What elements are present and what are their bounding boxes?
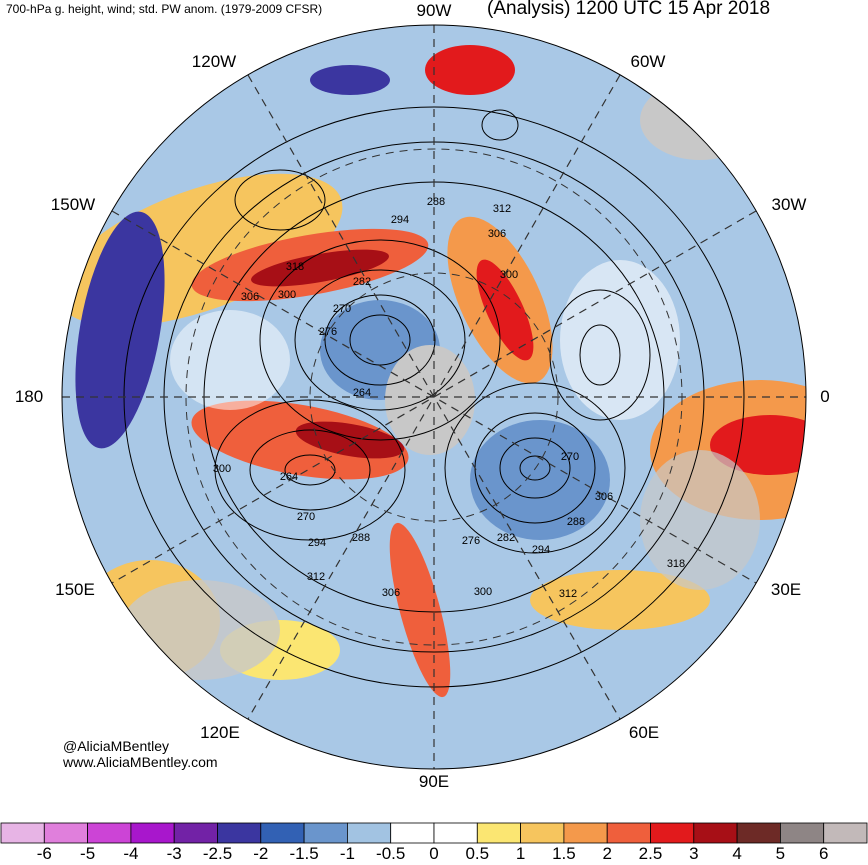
colorbar-tick-label: -3: [166, 844, 182, 863]
contour-label: 312: [307, 571, 325, 583]
colorbar-tick-label: 1.5: [552, 844, 576, 863]
contour-label: 282: [353, 276, 371, 288]
lon-label-0: 0: [820, 387, 830, 406]
credit-handle: @AliciaMBentley: [63, 738, 170, 754]
contour-label: 270: [561, 451, 579, 463]
contour-label: 276: [319, 326, 337, 338]
contour-label: 306: [595, 491, 613, 503]
lon-label-180: 180: [14, 387, 44, 406]
colorbar-swatch: [346, 822, 392, 844]
contour-label: 270: [333, 303, 351, 315]
colorbar-swatch: [390, 822, 435, 844]
contour-label: 276: [462, 535, 480, 547]
colorbar-swatch: [173, 822, 218, 844]
analysis-time: (Analysis) 1200 UTC 15 Apr 2018: [487, 0, 771, 19]
lon-label-120w: 120W: [191, 52, 237, 71]
colorbar-swatch: [303, 822, 348, 844]
colorbar-tick-label: 5: [775, 844, 786, 863]
contour-label: 288: [352, 532, 370, 544]
contour-label: 294: [532, 544, 550, 556]
colorbar-swatch: [87, 822, 132, 844]
colorbar-tick-label: -1.5: [289, 844, 319, 863]
colorbar-swatch: [520, 822, 565, 844]
lon-label-150e: 150E: [55, 580, 95, 599]
contour-label: 300: [278, 289, 296, 301]
contour-label: 306: [488, 228, 506, 240]
colorbar-swatch: [563, 822, 608, 844]
contour-label: 264: [353, 387, 371, 399]
map-boundary: [61, 24, 807, 770]
contour-label: 306: [382, 587, 400, 599]
colorbar-tick-label: -1: [339, 844, 355, 863]
contour-label: 294: [391, 214, 409, 226]
contour-label: 306: [241, 291, 259, 303]
colorbar-tick-label: 4: [732, 844, 742, 863]
lon-label-120e: 120E: [200, 723, 240, 742]
pw-anomaly-field: [62, 25, 806, 769]
contour-label: 288: [567, 516, 585, 528]
contour-label: 312: [493, 203, 511, 215]
colorbar-tick-label: -0.5: [376, 844, 406, 863]
lon-label-60w: 60W: [630, 52, 666, 71]
colorbar-tick-label: 2: [602, 844, 612, 863]
colorbar-swatch: [217, 822, 262, 844]
contour-label: 288: [427, 196, 445, 208]
colorbar-tick-label: 3: [689, 844, 699, 863]
colorbar-tick-label: 0.5: [465, 844, 490, 863]
meridians: [62, 25, 806, 769]
contour-label: 300: [500, 269, 518, 281]
contour-label: 318: [667, 558, 685, 570]
colorbar-swatch: [780, 822, 825, 844]
colorbar-swatch: [0, 822, 45, 844]
colorbar-tick-label: 1: [515, 844, 526, 863]
contour-label: 282: [497, 532, 515, 544]
colorbar-tick-label: -2.5: [202, 844, 233, 863]
colorbar-swatch: [650, 822, 695, 844]
colorbar-tick-label: -2: [253, 844, 269, 863]
contour-label: 264: [280, 471, 298, 483]
colorbar-tick-label: -4: [123, 844, 139, 863]
colorbar-swatch: [43, 822, 88, 844]
colorbar-swatch: [823, 822, 868, 844]
colorbar-tick-label: -5: [80, 844, 96, 863]
colorbar-swatch: [260, 822, 305, 844]
contour-labels: 288 294 312 306 300 318 306 300 270 276 …: [213, 196, 685, 600]
credit-url: www.AliciaMBentley.com: [63, 754, 218, 770]
map-title: 700-hPa g. height, wind; std. PW anom. (…: [6, 2, 323, 16]
lon-label-150w: 150W: [50, 195, 96, 214]
colorbar: [0, 822, 868, 844]
colorbar-swatch: [606, 822, 651, 844]
lon-label-90e: 90E: [418, 772, 450, 791]
lon-label-30e: 30E: [770, 580, 802, 599]
colorbar-tick-label: 2.5: [638, 844, 663, 863]
contour-label: 300: [474, 586, 492, 598]
colorbar-tick-label: 6: [818, 844, 829, 863]
colorbar-swatch: [130, 822, 175, 844]
colorbar-swatch: [476, 822, 521, 844]
colorbar-tick-label: 0: [429, 844, 439, 863]
contour-label: 294: [308, 537, 326, 549]
colorbar-swatch: [433, 822, 478, 844]
contour-label: 270: [297, 511, 315, 523]
contour-label: 312: [559, 588, 577, 600]
colorbar-swatch: [736, 822, 781, 844]
contour-label: 318: [286, 261, 304, 273]
colorbar-tick-label: -6: [36, 844, 52, 863]
polar-map: 288 294 312 306 300 318 306 300 270 276 …: [61, 24, 807, 770]
lon-label-30w: 30W: [771, 195, 807, 214]
lon-label-90w: 90W: [416, 1, 452, 20]
contour-label: 300: [213, 463, 231, 475]
lon-label-60e: 60E: [628, 723, 660, 742]
colorbar-swatch: [693, 822, 738, 844]
